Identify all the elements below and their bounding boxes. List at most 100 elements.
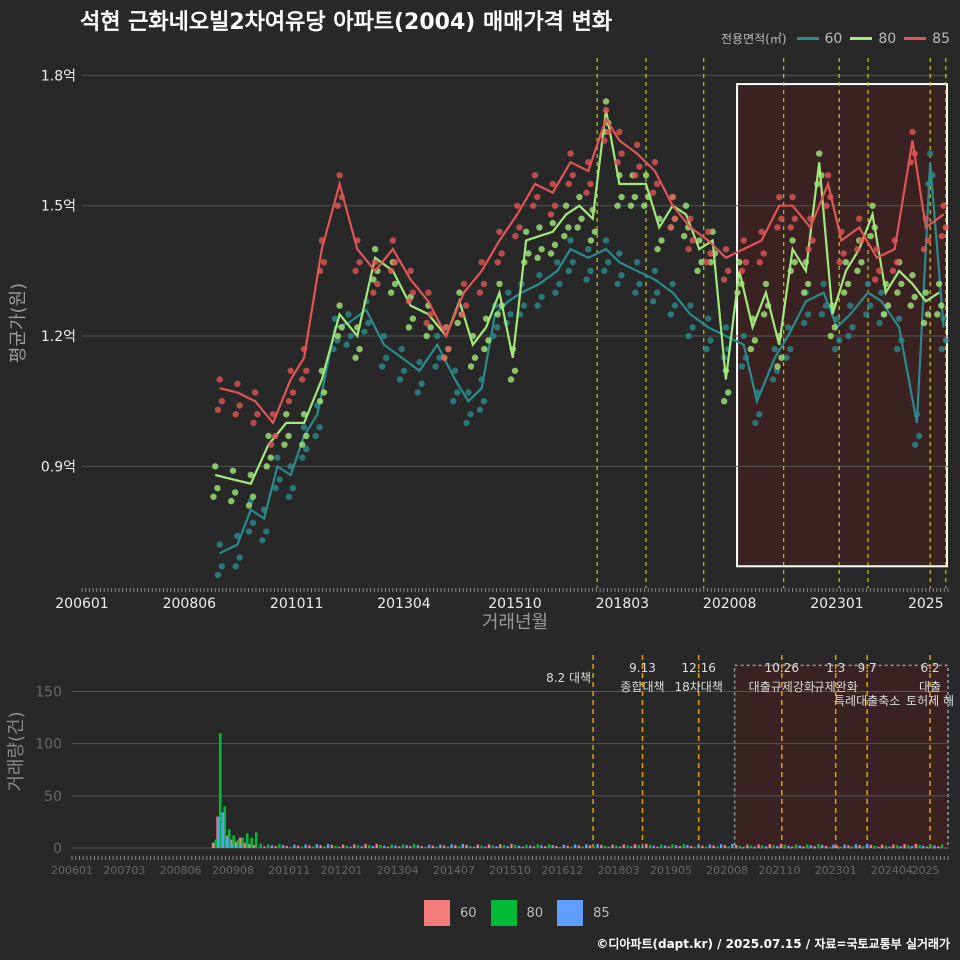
vol-bar-small [607,846,611,848]
scatter-point-85 [756,258,763,266]
vol-bar-small [296,845,300,848]
vol-legend-label-80: 80 [526,905,544,921]
scatter-point-80 [565,224,572,231]
policy-date-label: 1.3 [826,661,845,675]
scatter-point-80 [405,324,413,331]
scatter-point-80 [210,493,217,500]
vol-x-tick-label: 201905 [650,864,692,877]
vol-bar-small [929,844,932,848]
scatter-point-60 [942,337,949,344]
vol-bar-small [652,845,655,848]
vol-bar-small [914,843,918,848]
scatter-point-60 [272,484,279,492]
scatter-point-60 [520,302,528,309]
vol-legend-item-60: 60 [424,900,477,926]
scatter-point-60 [876,319,883,327]
x-tick-label: 202301 [810,596,863,612]
scatter-point-80 [880,311,888,318]
scatter-point-60 [569,258,576,266]
scatter-point-80 [228,497,235,505]
scatter-point-80 [538,245,545,253]
vol-bar-small [656,846,659,848]
vol-bar-small [839,846,843,848]
scatter-point-60 [463,419,470,427]
vol-y-tick-label: 100 [35,737,62,753]
scatter-point-60 [667,311,675,318]
scatter-point-85 [778,215,785,222]
scatter-point-80 [698,258,705,266]
scatter-point-85 [427,311,434,318]
x-tick-label: 202008 [703,596,756,612]
scatter-point-80 [751,337,759,344]
scatter-point-85 [236,402,243,409]
scatter-point-80 [370,276,377,283]
scatter-point-60 [565,267,572,275]
vol-bar-small [768,844,772,848]
vol-bar-small [581,846,584,848]
vol-bar-small [884,845,888,848]
scatter-point-60 [232,563,239,570]
vol-y-tick-label: 0 [53,841,62,857]
vol-bar-small [731,843,734,848]
scatter-point-85 [252,389,259,396]
scatter-point-85 [823,202,830,209]
scatter-point-85 [875,267,883,275]
scatter-point-85 [216,376,223,383]
scatter-point-85 [389,237,397,244]
x-tick-label: 201011 [270,596,323,612]
scatter-point-85 [703,258,710,266]
vol-bar-small [821,844,824,848]
scatter-point-80 [724,389,732,396]
scatter-point-60 [361,328,368,335]
scatter-point-85 [805,245,812,253]
vol-bar-small [315,844,319,848]
scatter-point-80 [816,150,823,157]
scatter-point-60 [538,293,545,301]
scatter-point-85 [858,237,865,244]
scatter-point-60 [878,289,885,296]
scatter-point-80 [547,250,555,257]
scatter-point-80 [300,411,308,418]
y-tick-label: 1.2억 [41,329,76,345]
scatter-point-85 [214,406,222,414]
vol-bar-small [588,845,592,848]
vol-bar-small [925,846,929,848]
scatter-point-85 [758,228,765,235]
scatter-point-60 [618,272,625,279]
vol-bar-small [899,846,903,848]
vol-bar-60 [234,841,237,848]
vol-legend-item-80: 80 [490,900,544,926]
scatter-point-85 [601,137,608,144]
scatter-point-80 [631,193,639,201]
vol-bar-small [663,845,667,848]
vol-bar-small [835,845,839,848]
scatter-point-85 [840,250,847,257]
scatter-point-60 [396,376,404,383]
vol-bar-small [907,845,910,848]
vol-bar-small [487,844,491,848]
scatter-point-60 [585,245,592,253]
vol-x-tick-label: 202110 [759,864,801,877]
scatter-point-60 [380,332,388,340]
policy-date-label: 6.2 [920,661,939,675]
scatter-point-80 [338,324,345,331]
vol-bar-small [727,846,730,848]
scatter-point-85 [352,267,359,275]
scatter-point-80 [481,345,488,353]
vol-x-tick-label: 201304 [377,864,419,877]
scatter-point-60 [911,441,919,448]
policy-date-label: 8.2 대책 [546,670,591,685]
scatter-point-85 [909,128,916,136]
scatter-point-80 [707,258,715,266]
vol-bar-small [865,843,869,848]
vol-bar-small [300,846,304,848]
scatter-point-85 [824,172,832,179]
scatter-point-85 [938,232,945,240]
vol-bar-small [922,845,925,848]
scatter-point-85 [789,193,796,201]
x-tick-label: 2025 [908,596,944,612]
vol-bar-small [401,844,405,848]
vol-bar-small [319,845,322,848]
scatter-point-85 [787,224,794,231]
scatter-point-80 [391,280,399,288]
